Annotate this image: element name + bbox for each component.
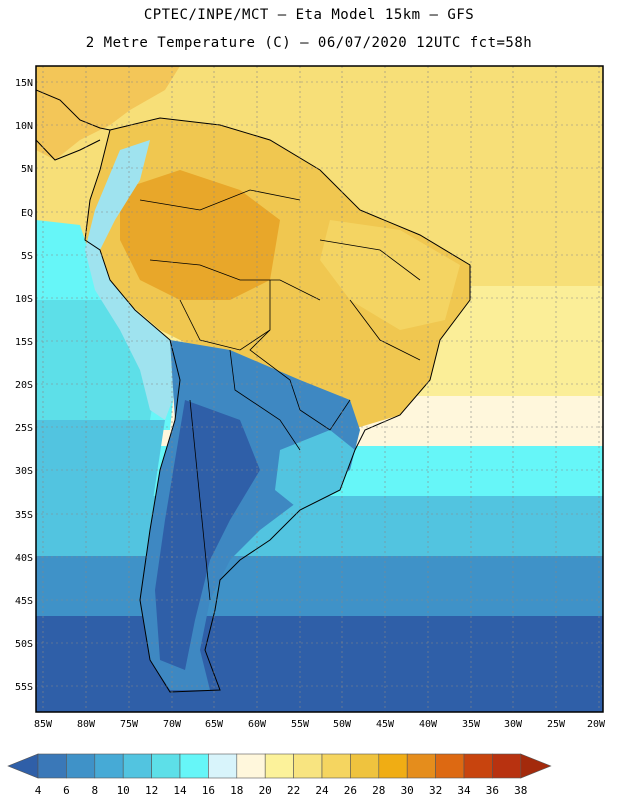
- colorbar-label: 24: [315, 784, 329, 797]
- lon-label: 80W: [77, 719, 96, 730]
- colorbar-label: 6: [63, 784, 70, 797]
- colorbar-segment: [37, 753, 67, 779]
- colorbar-segment: [435, 753, 465, 779]
- colorbar-label: 26: [344, 784, 357, 797]
- colorbar-label: 10: [117, 784, 130, 797]
- lat-label: 20S: [15, 380, 33, 391]
- lon-label: 40W: [419, 719, 438, 730]
- land-northeast-brazil: [320, 220, 460, 330]
- lon-label: 30W: [504, 719, 523, 730]
- colorbar-segment: [179, 753, 209, 779]
- land-amazon-hot: [120, 170, 280, 300]
- colorbar-arrow-low: [7, 753, 39, 779]
- lat-label: 25S: [15, 423, 33, 434]
- ocean-cold-band: [36, 556, 603, 616]
- lon-label: 50W: [333, 719, 352, 730]
- lat-label: 10S: [15, 294, 33, 305]
- colorbar-label: 20: [259, 784, 272, 797]
- colorbar-segment: [350, 753, 380, 779]
- map-panel: [36, 66, 603, 712]
- colorbar-segment: [264, 753, 294, 779]
- ocean-pacific-south: [36, 420, 165, 520]
- colorbar-segment: [293, 753, 323, 779]
- lat-label: 40S: [15, 553, 33, 564]
- lat-label: 45S: [15, 596, 33, 607]
- lat-label: 30S: [15, 466, 33, 477]
- lon-label: 35W: [462, 719, 481, 730]
- lon-label: 20W: [587, 719, 606, 730]
- coastline-south-america: [84, 117, 471, 693]
- colorbar-segment: [122, 753, 152, 779]
- lat-label: 15S: [15, 337, 33, 348]
- colorbar-segment: [236, 753, 266, 779]
- colorbar-segment: [378, 753, 408, 779]
- lon-label: 70W: [163, 719, 182, 730]
- lat-label: 10N: [15, 121, 33, 132]
- colorbar-segment: [492, 753, 522, 779]
- colorbar-segment: [151, 753, 181, 779]
- map-title-line1: CPTEC/INPE/MCT – Eta Model 15km – GFS: [143, 7, 475, 23]
- ocean-coldest-band: [36, 616, 603, 712]
- colorbar-label: 8: [91, 784, 98, 797]
- map-title-line2: 2 Metre Temperature (C) – 06/07/2020 12U…: [85, 35, 533, 51]
- colorbar-label: 16: [202, 784, 215, 797]
- lat-label: 50S: [15, 639, 33, 650]
- colorbar-label: 34: [457, 784, 471, 797]
- colorbar-segment: [208, 753, 238, 779]
- colorbar-label: 12: [145, 784, 158, 797]
- colorbar-segment: [321, 753, 351, 779]
- colorbar-segment: [94, 753, 124, 779]
- country-borders: [139, 189, 421, 601]
- colorbar-label: 36: [486, 784, 499, 797]
- land-andes-cool: [85, 140, 180, 420]
- land-central-america: [36, 66, 180, 160]
- coastline-central-america: [36, 89, 111, 161]
- lat-label: 5S: [21, 251, 33, 262]
- colorbar-label: 28: [372, 784, 385, 797]
- latitude-labels: 15N 10N 5N EQ 5S 10S 15S 20S 25S 30S 35S…: [15, 78, 33, 693]
- lon-label: 25W: [547, 719, 566, 730]
- lon-label: 85W: [34, 719, 53, 730]
- lat-label: 55S: [15, 682, 33, 693]
- colorbar-arrow-high: [520, 753, 552, 779]
- colorbar-label: 14: [173, 784, 187, 797]
- lon-label: 45W: [376, 719, 395, 730]
- colorbar-label: 30: [401, 784, 414, 797]
- lat-label: 35S: [15, 510, 33, 521]
- lon-label: 65W: [205, 719, 224, 730]
- lat-label: EQ: [21, 208, 33, 219]
- lon-label: 55W: [291, 719, 310, 730]
- lon-label: 75W: [120, 719, 139, 730]
- colorbar-segment: [463, 753, 493, 779]
- lat-label: 15N: [15, 78, 33, 89]
- colorbar-segment: [406, 753, 436, 779]
- lon-label: 60W: [248, 719, 267, 730]
- colorbar-label: 38: [514, 784, 527, 797]
- colorbar: 4 6 8 10 12 14 16 18 20 22 24 26 28 30 32 34 36 38: [7, 753, 552, 797]
- colorbar-segment: [66, 753, 96, 779]
- land-uruguay-south-brazil: [275, 430, 355, 510]
- land-patagonia-cold: [155, 400, 260, 670]
- longitude-labels: 85W 80W 75W 70W 65W 60W 55W 50W 45W 40W …: [34, 719, 606, 730]
- colorbar-label: 32: [429, 784, 442, 797]
- colorbar-label: 4: [35, 784, 42, 797]
- lat-label: 5N: [21, 164, 33, 175]
- map-frame: [35, 65, 604, 713]
- colorbar-label: 22: [287, 784, 300, 797]
- colorbar-label: 18: [230, 784, 243, 797]
